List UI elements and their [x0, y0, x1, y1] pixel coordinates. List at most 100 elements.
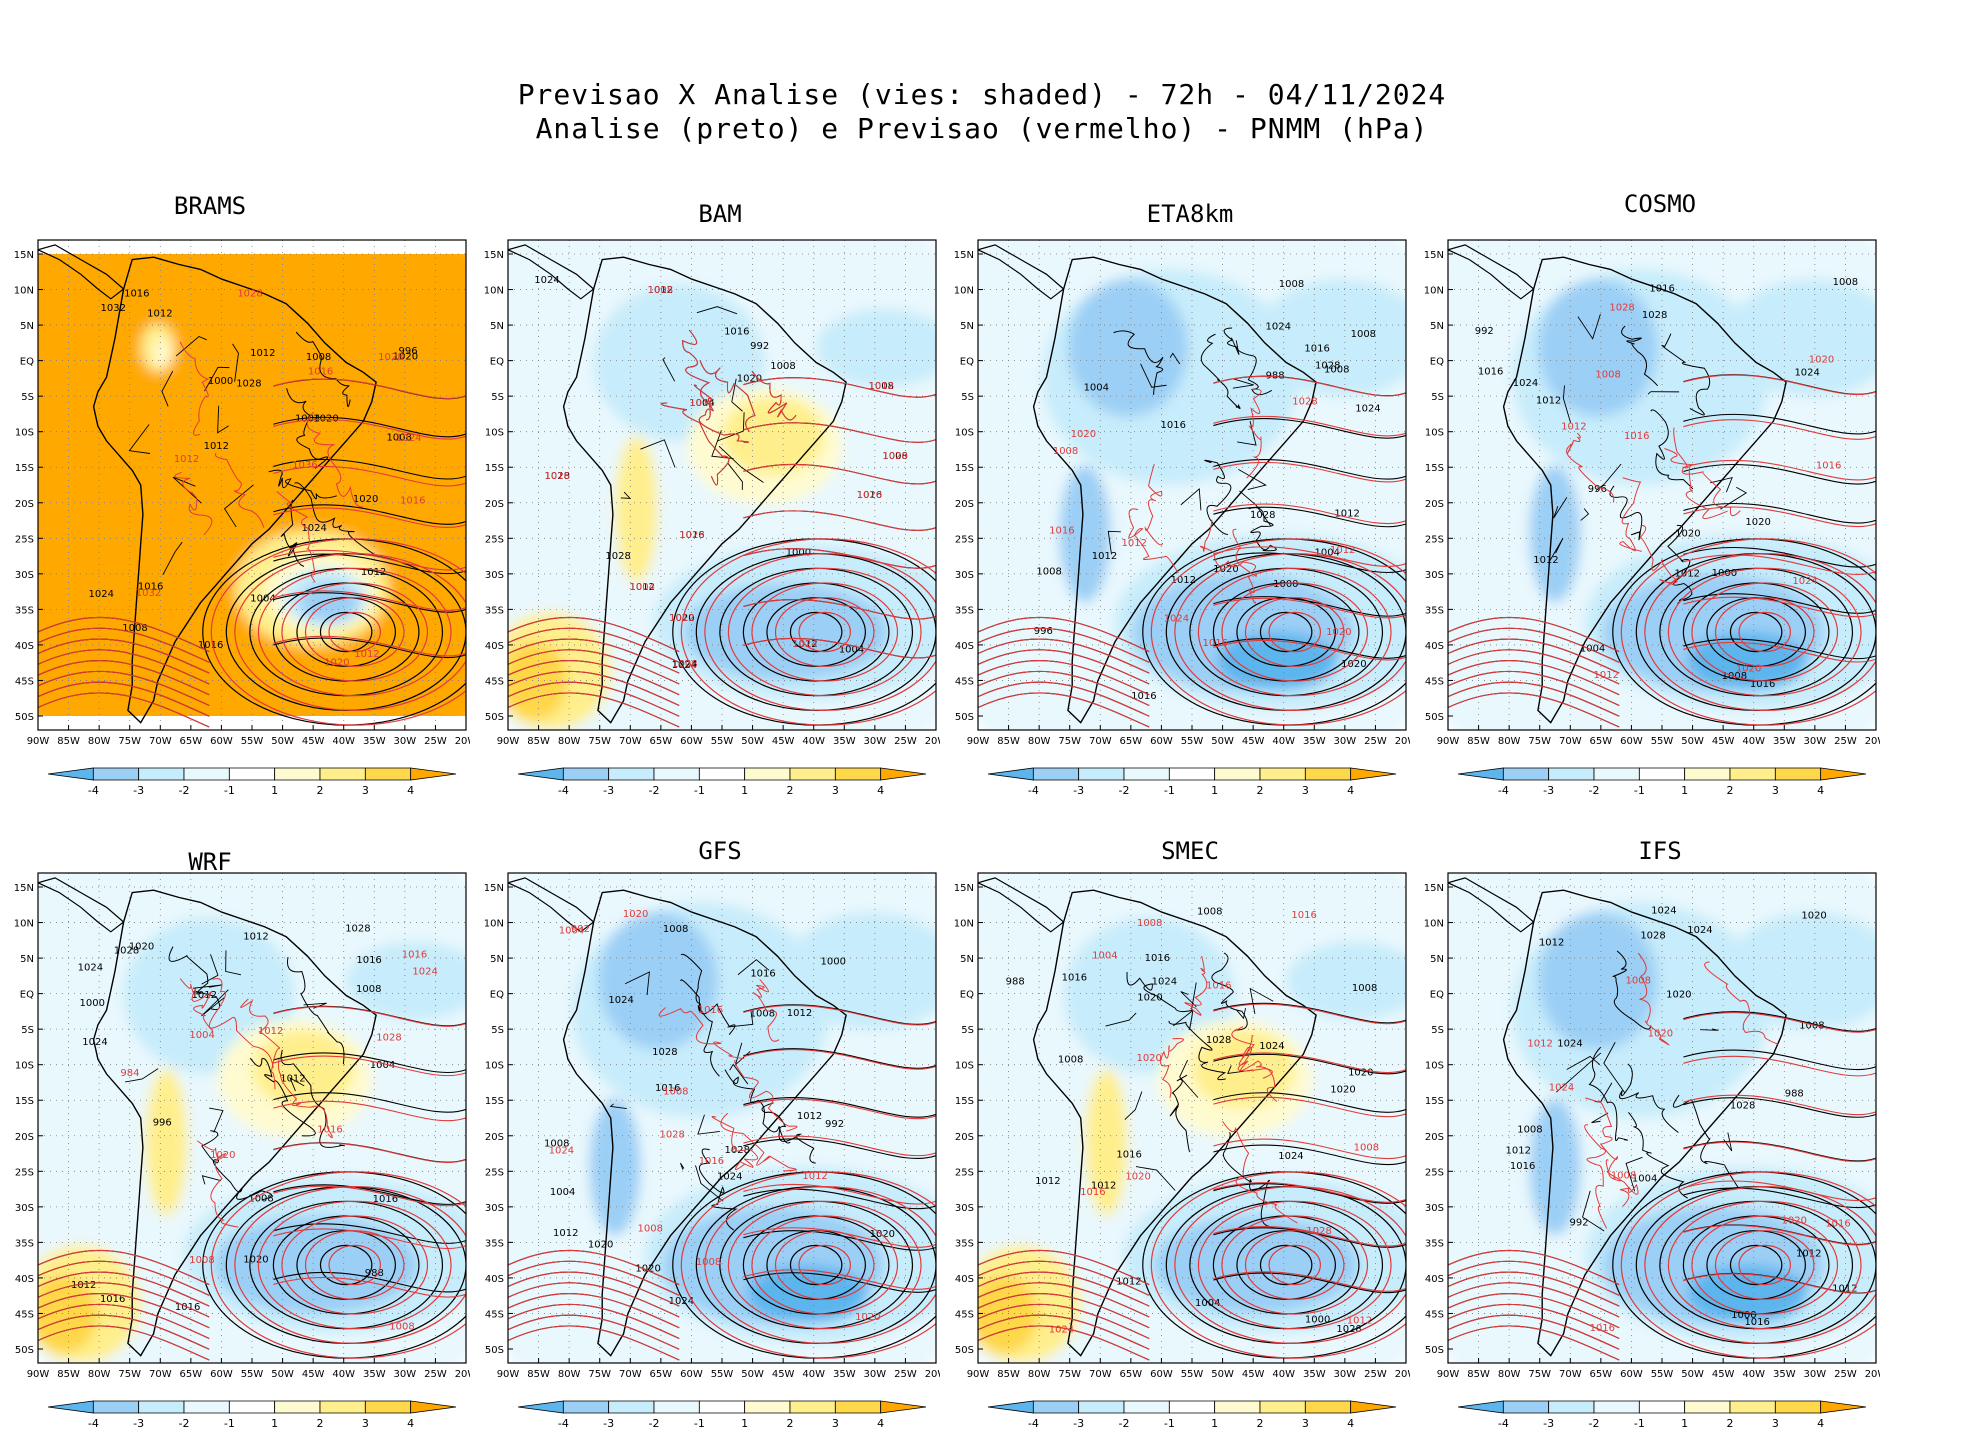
colorbar: -4 -3 -2 -1 1 2 3 4 [47, 1400, 457, 1430]
lat-label: 5N [1430, 321, 1444, 332]
isobar-line [273, 1185, 466, 1207]
isobar-line [752, 979, 780, 1042]
isobar-line [751, 1215, 899, 1315]
isobar-label: 1020 [1341, 659, 1366, 670]
isobar-line [1683, 413, 1876, 435]
isobar-label: 1000 [208, 376, 233, 387]
isobar-line [743, 1183, 936, 1205]
country-border [161, 370, 174, 407]
colorbar-swatch [364, 767, 412, 781]
isobar-line [38, 1325, 210, 1361]
lon-label: 50W [1681, 1369, 1704, 1380]
isobar-line [508, 638, 680, 674]
isobar-label: 1020 [669, 613, 694, 624]
lat-label: 10N [484, 286, 504, 297]
country-border [696, 306, 738, 315]
isobar-line [1448, 1314, 1620, 1350]
isobar-line [1231, 1026, 1273, 1079]
isobar-label: 1020 [243, 1255, 268, 1266]
isobar-label: 1004 [559, 925, 584, 936]
isobar-line [508, 1282, 680, 1318]
isobar-line [1714, 597, 1815, 667]
isobar-label: 1024 [78, 963, 103, 974]
colorbar-label: 1 [1681, 1417, 1688, 1430]
isobar-line [1184, 955, 1208, 1016]
isobar-label: 1004 [1314, 547, 1339, 558]
isobar-line [1448, 1303, 1620, 1340]
isobar-line [273, 549, 466, 571]
country-border [172, 476, 202, 504]
lat-label: 10S [15, 1061, 34, 1072]
isobar-line [1588, 1046, 1628, 1141]
isobar-label: 1016 [1816, 460, 1841, 471]
isobar-line [174, 471, 213, 536]
lon-label: 55W [1651, 1369, 1674, 1380]
country-border [1647, 391, 1680, 395]
lon-label: 70W [149, 736, 172, 747]
colorbar-label: -2 [1589, 784, 1600, 797]
colorbar-swatch [1684, 1400, 1731, 1414]
lat-label: 10N [954, 286, 974, 297]
figure-title-line2: Analise (preto) e Previsao (vermelho) - … [535, 112, 1429, 145]
lon-label: 40W [1272, 1369, 1295, 1380]
colorbar-swatch [1684, 767, 1731, 781]
isobar-line [1584, 1124, 1608, 1229]
country-border [717, 412, 745, 442]
colorbar-label: -4 [88, 784, 99, 797]
country-border [609, 1103, 627, 1110]
isobar-label: 1028 [1336, 1324, 1361, 1335]
lon-label: 80W [558, 736, 581, 747]
isobar-line [978, 670, 1150, 707]
lat-label: 30S [15, 570, 34, 581]
isobar-line [743, 377, 936, 398]
colorbar-swatch [1548, 767, 1595, 781]
isobar-line [1605, 1159, 1639, 1207]
lon-label: 50W [741, 1369, 764, 1380]
lon-label: 60W [1150, 1369, 1173, 1380]
lon-label: 20W [925, 1369, 940, 1380]
country-border [1135, 1166, 1176, 1191]
isobar-label: 992 [1569, 1218, 1588, 1229]
lon-label: 30W [1804, 1369, 1827, 1380]
lon-label: 85W [1467, 1369, 1490, 1380]
isobar-line [1222, 1120, 1298, 1224]
central-america-coastline [1448, 877, 1535, 933]
isobar-label: 1028 [1315, 360, 1340, 371]
colorbar-label: -4 [1498, 1417, 1509, 1430]
isobar-line [1683, 506, 1876, 528]
lat-label: 15S [485, 1096, 504, 1107]
lat-label: 25S [955, 1167, 974, 1178]
colorbar-swatch [1032, 767, 1080, 781]
isobar-line [1667, 567, 1862, 697]
lon-label: 35W [833, 1369, 856, 1380]
lat-label: 45S [1425, 1309, 1444, 1320]
lat-label: EQ [960, 990, 974, 1001]
isobar-line [1128, 508, 1179, 574]
lon-label: 80W [1498, 736, 1521, 747]
isobar-label: 1012 [1561, 422, 1586, 433]
isobar-line [761, 1102, 816, 1164]
isobar-label: 1016 [100, 1294, 125, 1305]
isobar-label: 1028 [236, 379, 261, 390]
lon-label: 55W [711, 1369, 734, 1380]
isobar-label: 1016 [1131, 691, 1156, 702]
isobar-line [1213, 1227, 1406, 1248]
lat-label: 15S [955, 463, 974, 474]
country-border [1555, 1052, 1601, 1093]
isobar-label: 1020 [588, 1239, 613, 1250]
colorbar-label: 3 [1772, 1417, 1779, 1430]
isobar-label: 1016 [1624, 431, 1649, 442]
isobar-line [179, 341, 210, 436]
central-america-coastline [978, 244, 1065, 300]
isobar-line [1169, 1074, 1191, 1153]
isobar-line [249, 1057, 316, 1137]
isobar-label: 1024 [1687, 925, 1712, 936]
lon-label: 85W [997, 1369, 1020, 1380]
isobar-label: 1008 [770, 361, 795, 372]
lon-label: 75W [1528, 1369, 1551, 1380]
isobar-label: 1004 [189, 1030, 214, 1041]
isobar-label: 1008 [637, 1224, 662, 1235]
isobar-line [508, 627, 680, 663]
isobar-label: 1028 [725, 1145, 750, 1156]
isobar-line [1644, 1186, 1876, 1344]
